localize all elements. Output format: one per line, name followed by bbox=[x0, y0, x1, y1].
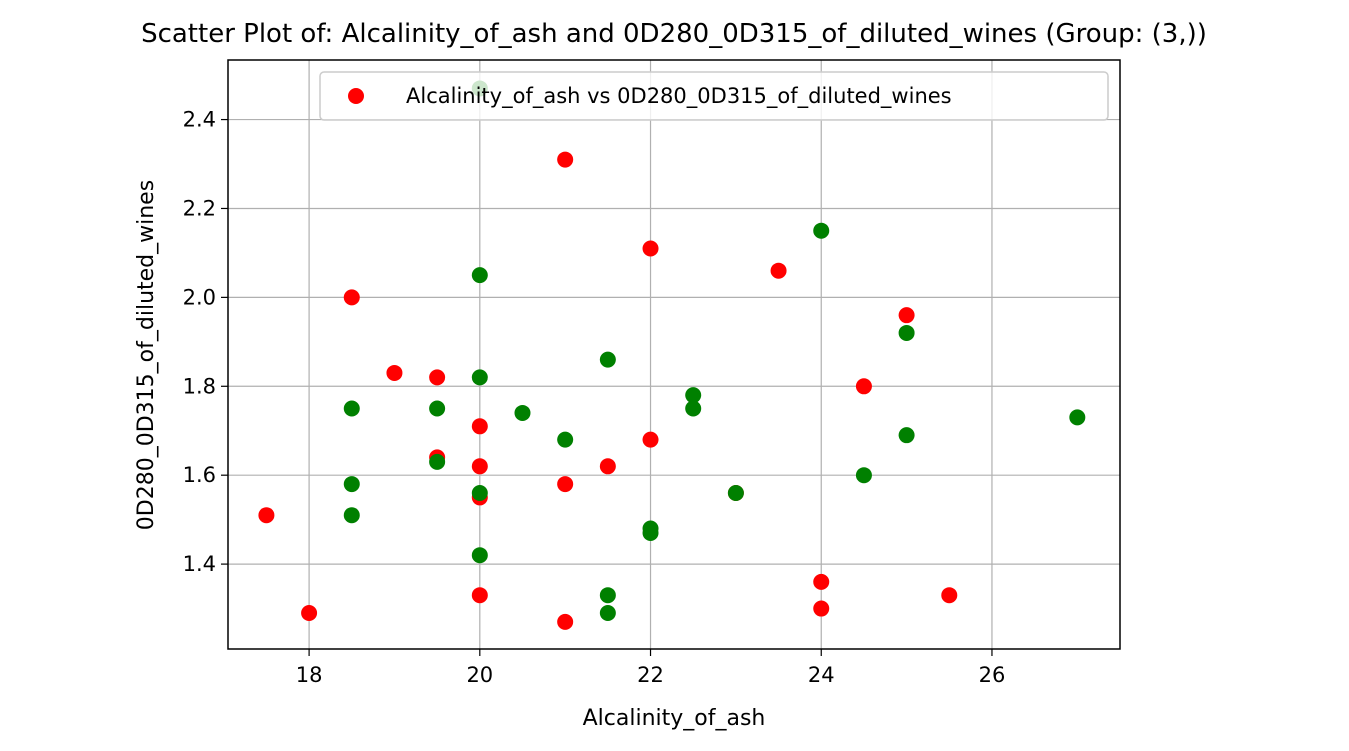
green-data-point bbox=[471, 547, 488, 564]
red-data-point bbox=[770, 262, 787, 279]
green-data-point bbox=[343, 507, 360, 524]
red-data-point bbox=[898, 307, 915, 324]
x-tick-label: 18 bbox=[296, 663, 323, 687]
green-data-point bbox=[898, 427, 915, 444]
green-data-point bbox=[429, 453, 446, 470]
green-data-point bbox=[599, 587, 616, 604]
green-data-point bbox=[599, 604, 616, 621]
y-tick-label: 2.0 bbox=[183, 285, 216, 309]
green-data-point bbox=[813, 222, 830, 239]
x-tick-label: 26 bbox=[979, 663, 1006, 687]
data-points bbox=[258, 80, 1086, 630]
red-data-point bbox=[855, 378, 872, 395]
legend: Alcalinity_of_ash vs 0D280_0D315_of_dilu… bbox=[319, 71, 1109, 121]
red-data-point bbox=[429, 369, 446, 386]
red-data-point bbox=[642, 240, 659, 257]
y-axis-label: 0D280_0D315_of_diluted_wines bbox=[134, 180, 159, 530]
red-data-point bbox=[557, 613, 574, 630]
y-axis-ticks: 1.4 1.6 1.8 2.0 2.2 2.4 bbox=[183, 108, 228, 576]
red-data-point bbox=[813, 573, 830, 590]
green-data-point bbox=[471, 267, 488, 284]
red-data-point bbox=[301, 604, 318, 621]
red-data-point bbox=[599, 458, 616, 475]
green-data-point bbox=[685, 387, 702, 404]
green-data-point bbox=[727, 484, 744, 501]
green-data-point bbox=[514, 404, 531, 421]
red-data-point bbox=[557, 476, 574, 493]
red-data-point bbox=[642, 431, 659, 448]
x-tick-label: 22 bbox=[637, 663, 664, 687]
x-tick-label: 20 bbox=[466, 663, 493, 687]
legend-label: Alcalinity_of_ash vs 0D280_0D315_of_dilu… bbox=[406, 84, 952, 109]
red-data-point bbox=[941, 587, 958, 604]
green-data-point bbox=[855, 467, 872, 484]
green-data-point bbox=[898, 324, 915, 341]
x-tick-label: 24 bbox=[808, 663, 835, 687]
green-data-point bbox=[599, 351, 616, 368]
y-tick-label: 2.2 bbox=[183, 196, 216, 220]
red-data-point bbox=[386, 364, 403, 381]
red-data-point bbox=[813, 600, 830, 617]
green-data-point bbox=[642, 524, 659, 541]
green-data-point bbox=[343, 400, 360, 417]
chart-title: Scatter Plot of: Alcalinity_of_ash and 0… bbox=[141, 19, 1207, 49]
red-data-point bbox=[471, 458, 488, 475]
red-data-point bbox=[471, 418, 488, 435]
y-tick-label: 2.4 bbox=[183, 108, 216, 132]
legend-marker bbox=[348, 88, 364, 104]
green-data-point bbox=[471, 484, 488, 501]
red-data-point bbox=[557, 151, 574, 168]
x-axis-label: Alcalinity_of_ash bbox=[583, 706, 766, 731]
y-tick-label: 1.6 bbox=[183, 463, 216, 487]
legend-box bbox=[319, 71, 1109, 121]
red-data-point bbox=[343, 289, 360, 306]
x-axis-ticks: 18 20 22 24 26 bbox=[296, 649, 1006, 687]
green-data-point bbox=[343, 476, 360, 493]
y-tick-label: 1.4 bbox=[183, 552, 216, 576]
plot-area-frame bbox=[227, 59, 1121, 650]
green-data-point bbox=[685, 400, 702, 417]
red-data-point bbox=[258, 507, 275, 524]
green-data-point bbox=[429, 400, 446, 417]
green-data-point bbox=[557, 431, 574, 448]
green-data-point bbox=[1069, 409, 1086, 426]
y-tick-label: 1.8 bbox=[183, 374, 216, 398]
red-data-point bbox=[471, 587, 488, 604]
green-data-point bbox=[471, 369, 488, 386]
